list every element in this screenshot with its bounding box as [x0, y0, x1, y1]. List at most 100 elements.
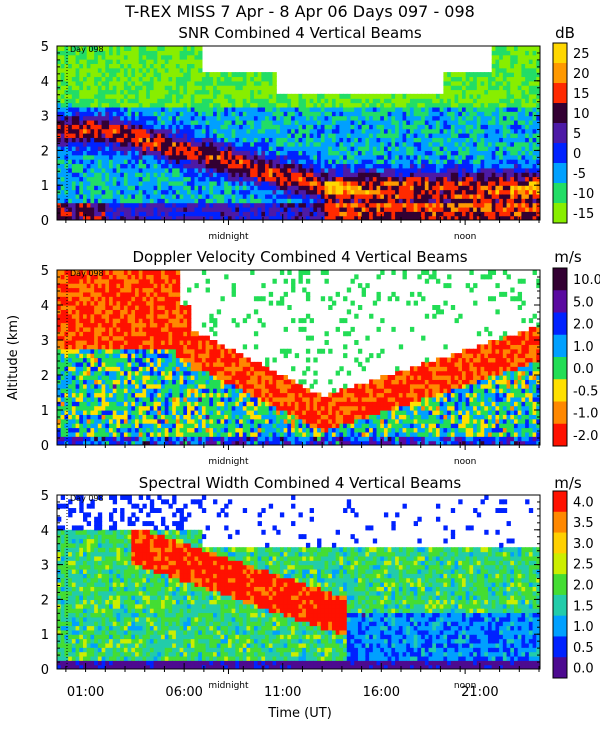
heatmap-cell	[317, 93, 322, 99]
heatmap-cell	[71, 180, 77, 186]
heatmap-cell	[168, 119, 173, 125]
heatmap-cell	[495, 133, 500, 138]
heatmap-cell	[528, 46, 534, 51]
heatmap-cell	[339, 211, 344, 217]
heatmap-cell	[94, 198, 99, 204]
heatmap-cell	[112, 80, 118, 86]
heatmap-cell	[179, 50, 184, 56]
heatmap-cell	[157, 172, 162, 178]
heatmap-cell	[395, 180, 400, 186]
heatmap-cell	[235, 198, 240, 204]
heatmap-cell	[142, 93, 147, 99]
heatmap-cell	[138, 72, 144, 78]
heatmap-cell	[131, 176, 136, 182]
heatmap-cell	[146, 193, 151, 199]
heatmap-cell	[131, 54, 136, 60]
heatmap-cell	[101, 141, 106, 147]
heatmap-cell	[298, 172, 303, 178]
heatmap-cell	[346, 185, 352, 191]
heatmap-cell	[305, 167, 311, 173]
heatmap-cell	[194, 72, 199, 78]
heatmap-cell	[491, 50, 497, 56]
heatmap-cell	[495, 137, 500, 143]
heatmap-cell	[97, 80, 103, 86]
heatmap-cell	[138, 89, 144, 95]
heatmap-cell	[376, 202, 381, 208]
heatmap-cell	[417, 172, 422, 178]
heatmap-cell	[525, 137, 530, 143]
heatmap-cell	[242, 93, 248, 99]
heatmap-cell	[409, 206, 415, 212]
heatmap-cell	[409, 167, 415, 173]
heatmap-cell	[175, 76, 181, 82]
heatmap-cell	[320, 128, 326, 134]
heatmap-cell	[473, 93, 478, 99]
heatmap-cell	[265, 167, 270, 173]
heatmap-cell	[161, 202, 166, 208]
heatmap-cell	[469, 211, 474, 217]
heatmap-cell	[454, 133, 459, 138]
heatmap-cell	[458, 154, 463, 160]
panel-title: SNR Combined 4 Vertical Beams	[178, 24, 421, 42]
heatmap-cell	[272, 189, 277, 195]
heatmap-cell	[458, 150, 463, 156]
heatmap-cell	[339, 98, 344, 104]
heatmap-cell	[239, 128, 244, 134]
heatmap-cell	[183, 93, 188, 99]
heatmap-cell	[250, 80, 255, 86]
heatmap-cell	[428, 215, 433, 220]
heatmap-cell	[354, 119, 359, 125]
heatmap-cell	[421, 163, 426, 169]
heatmap-cell	[272, 154, 277, 160]
heatmap-cell	[532, 150, 537, 156]
heatmap-cell	[443, 115, 448, 121]
heatmap-cell	[123, 89, 129, 95]
heatmap-cell	[421, 193, 426, 199]
heatmap-cell	[116, 202, 121, 208]
heatmap-cell	[57, 176, 62, 182]
heatmap-cell	[272, 180, 277, 186]
heatmap-cell	[506, 89, 511, 95]
heatmap-cell	[383, 206, 389, 212]
heatmap-cell	[532, 167, 537, 173]
heatmap-cell	[198, 176, 203, 182]
heatmap-cell	[484, 185, 489, 191]
heatmap-cell	[294, 154, 300, 160]
heatmap-cell	[205, 167, 210, 173]
heatmap-cell	[461, 198, 467, 204]
heatmap-cell	[461, 163, 467, 169]
heatmap-cell	[68, 106, 73, 112]
heatmap-cell	[439, 163, 444, 169]
heatmap-cell	[164, 189, 170, 195]
heatmap-cell	[398, 202, 404, 208]
heatmap-cell	[71, 133, 77, 138]
heatmap-cell	[105, 85, 110, 91]
heatmap-cell	[350, 189, 355, 195]
heatmap-cell	[105, 119, 110, 125]
heatmap-cell	[242, 89, 248, 95]
heatmap-cell	[205, 124, 210, 130]
heatmap-cell	[138, 50, 144, 56]
heatmap-cell	[194, 111, 199, 117]
heatmap-cell	[194, 137, 199, 143]
heatmap-cell	[64, 198, 69, 204]
heatmap-cell	[79, 133, 84, 138]
heatmap-cell	[376, 163, 381, 169]
heatmap-cell	[161, 180, 166, 186]
heatmap-cell	[116, 137, 121, 143]
heatmap-cell	[220, 206, 225, 212]
heatmap-cell	[123, 198, 129, 204]
heatmap-cell	[198, 215, 203, 220]
heatmap-cell	[513, 180, 519, 186]
heatmap-cell	[376, 111, 381, 117]
heatmap-cell	[86, 388, 92, 394]
heatmap-cell	[424, 189, 430, 195]
heatmap-cell	[532, 176, 537, 182]
heatmap-cell	[536, 67, 540, 73]
heatmap-cell	[309, 102, 314, 108]
heatmap-cell	[86, 150, 92, 156]
heatmap-cell	[231, 124, 236, 130]
heatmap-cell	[90, 67, 95, 73]
heatmap-cell	[142, 63, 147, 69]
heatmap-cell	[138, 76, 144, 82]
